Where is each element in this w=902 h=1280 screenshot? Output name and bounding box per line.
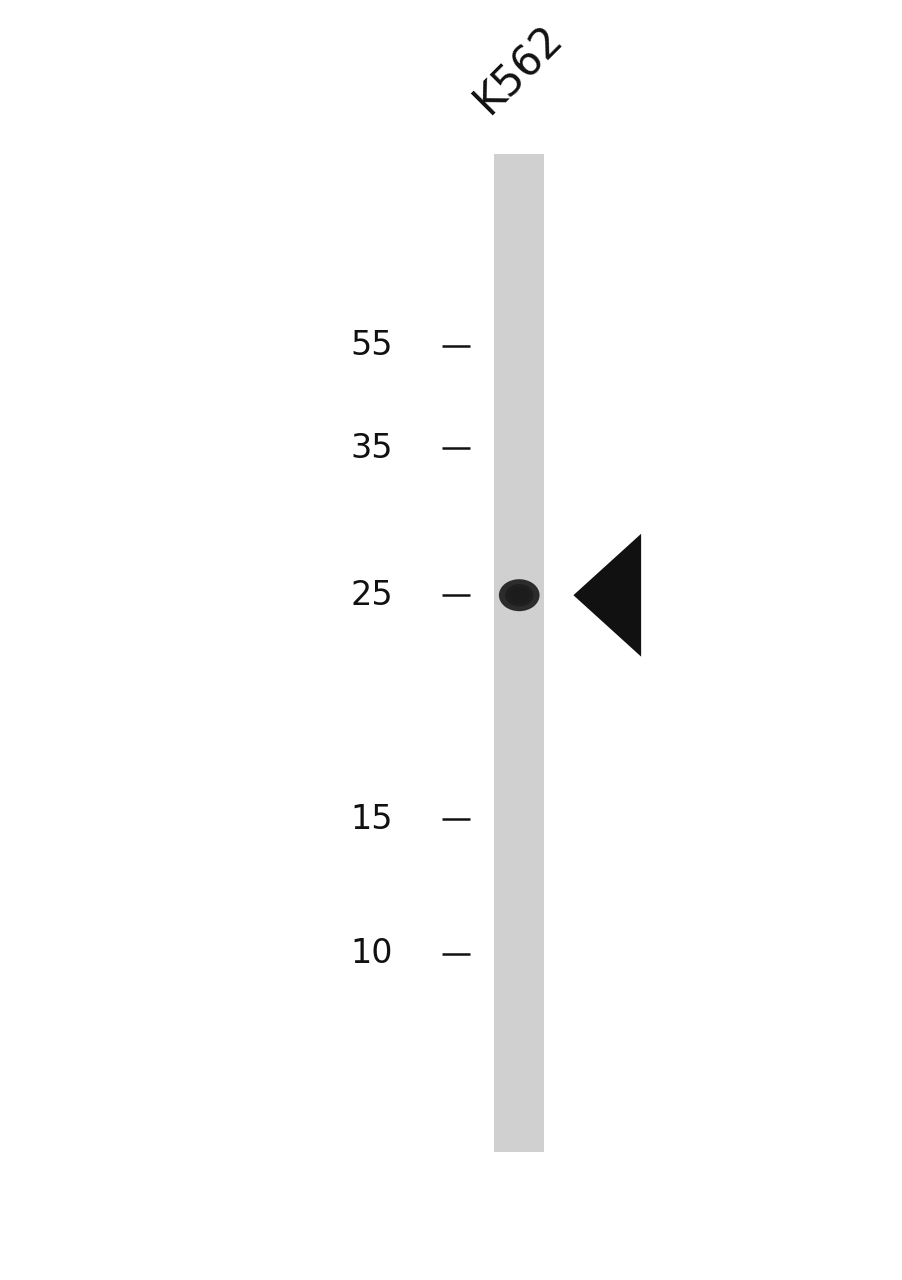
Ellipse shape bbox=[509, 588, 529, 603]
Text: 55: 55 bbox=[350, 329, 392, 362]
Text: 35: 35 bbox=[350, 431, 392, 465]
Text: 10: 10 bbox=[350, 937, 392, 970]
Text: K562: K562 bbox=[466, 17, 571, 122]
Ellipse shape bbox=[504, 584, 533, 607]
Text: 25: 25 bbox=[350, 579, 392, 612]
Polygon shape bbox=[573, 534, 640, 657]
Bar bbox=[494, 154, 544, 1152]
Text: 15: 15 bbox=[350, 803, 392, 836]
Ellipse shape bbox=[498, 579, 539, 611]
